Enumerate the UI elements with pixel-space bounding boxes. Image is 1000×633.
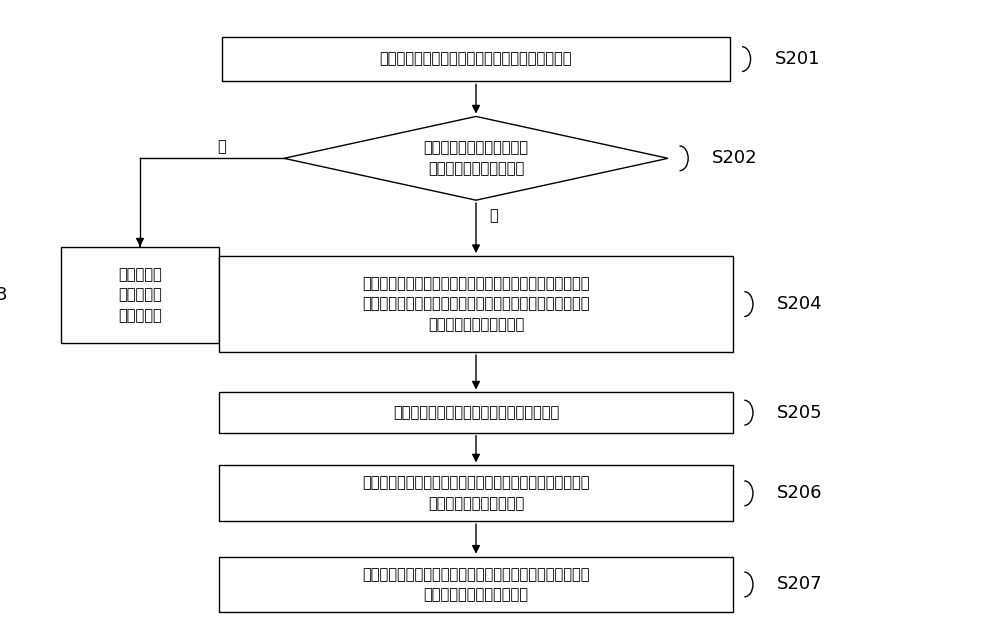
Text: 获取待诊断变压器的红外图像对应的第一灰度图像: 获取待诊断变压器的红外图像对应的第一灰度图像 xyxy=(380,51,572,66)
FancyBboxPatch shape xyxy=(61,247,219,343)
Text: 确定每幅所述特征图像的第一深层结构特征: 确定每幅所述特征图像的第一深层结构特征 xyxy=(393,405,559,420)
FancyBboxPatch shape xyxy=(219,556,733,612)
Text: 确定所述待
诊断变压器
不存在故障: 确定所述待 诊断变压器 不存在故障 xyxy=(118,267,162,323)
Text: 将确定出的第二深层结构特征所对应的部件名称，确定为过
热故障的变压器部件的名称: 将确定出的第二深层结构特征所对应的部件名称，确定为过 热故障的变压器部件的名称 xyxy=(362,567,590,602)
Text: S201: S201 xyxy=(775,50,820,68)
Text: 从预先确定的对应关系中，确定与所述第一深层结构特征相
匹配的第二深层结构特征: 从预先确定的对应关系中，确定与所述第一深层结构特征相 匹配的第二深层结构特征 xyxy=(362,475,590,511)
Text: S206: S206 xyxy=(777,484,822,503)
Text: S202: S202 xyxy=(712,149,758,167)
Text: S205: S205 xyxy=(777,404,823,422)
Text: S204: S204 xyxy=(777,295,823,313)
Text: 是: 是 xyxy=(489,208,498,223)
Text: 否: 否 xyxy=(217,140,226,154)
Polygon shape xyxy=(284,116,668,200)
Text: 所述第一灰度图像中是否存
在大于预设阈值的像素值: 所述第一灰度图像中是否存 在大于预设阈值的像素值 xyxy=(424,141,528,176)
FancyBboxPatch shape xyxy=(219,465,733,521)
FancyBboxPatch shape xyxy=(219,392,733,433)
FancyBboxPatch shape xyxy=(222,37,730,82)
FancyBboxPatch shape xyxy=(219,256,733,352)
Text: 根据所述第一灰度图像中大于预设阈值的像素点的位置分布
获取所述待诊断变压器中变压器部件的特征图像；其中，所
述特征图像包括灰度图像: 根据所述第一灰度图像中大于预设阈值的像素点的位置分布 获取所述待诊断变压器中变压… xyxy=(362,276,590,332)
Text: S207: S207 xyxy=(777,575,823,594)
Text: S203: S203 xyxy=(0,285,8,304)
